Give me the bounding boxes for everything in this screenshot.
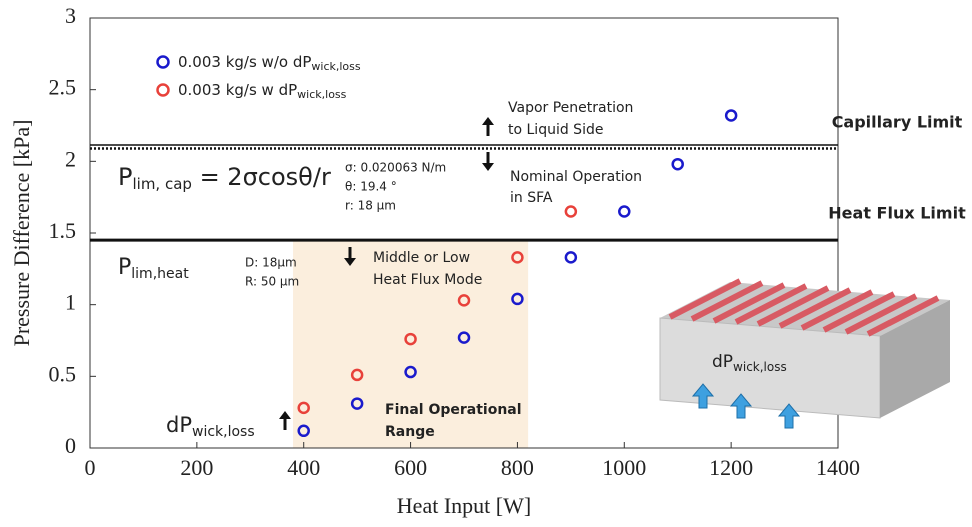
cap-equation: Plim, cap = 2σcosθ/r [118, 163, 331, 193]
annotation: to Liquid Side [508, 122, 603, 138]
arrow-head [279, 411, 291, 419]
param: θ: 19.4 ° [345, 180, 397, 194]
x-axis-title: Heat Input [W] [397, 493, 531, 518]
eq-main: P [118, 255, 131, 280]
y-tick-label: 1 [65, 290, 76, 315]
param: D: 18μm [245, 256, 297, 270]
legend-name-sub: wick,loss [311, 60, 360, 73]
eq-main: dP [166, 413, 192, 437]
eq-main: dP [712, 352, 733, 372]
region-label: Final Operational [385, 402, 522, 418]
reference-label: Capillary Limit [832, 113, 963, 132]
eq-rest: = 2σcosθ/r [192, 163, 331, 191]
annotation: in SFA [510, 190, 553, 206]
heat-equation: Plim,heat [118, 255, 189, 282]
x-tick-label: 600 [394, 455, 427, 480]
y-tick-label: 3 [65, 3, 76, 28]
legend-label: 0.003 kg/s w dPwick,loss [178, 81, 347, 102]
data-point [726, 110, 736, 120]
annotation: Heat Flux Mode [373, 272, 482, 288]
eq-main: P [118, 163, 132, 191]
eq-sub: wick,loss [733, 360, 787, 374]
y-tick-label: 1.5 [49, 218, 77, 243]
x-tick-label: 1400 [816, 455, 860, 480]
annotation: Vapor Penetration [508, 100, 633, 116]
legend-marker [158, 85, 169, 96]
arrow-head [482, 163, 494, 171]
data-point [566, 207, 576, 217]
y-tick-label: 0 [65, 433, 76, 458]
annotation: Middle or Low [373, 250, 470, 266]
x-tick-label: 1000 [602, 455, 646, 480]
legend-label: 0.003 kg/s w/o dPwick,loss [178, 53, 361, 74]
y-tick-label: 2 [65, 146, 76, 171]
data-point [673, 159, 683, 169]
param: σ: 0.020063 N/m [345, 161, 446, 175]
region-label: Range [385, 424, 435, 440]
data-point [566, 252, 576, 262]
y-axis-title: Pressure Difference [kPa] [9, 120, 34, 347]
data-point [619, 207, 629, 217]
x-tick-label: 0 [85, 455, 96, 480]
arrow-head [482, 117, 494, 125]
legend-name: 0.003 kg/s w/o dP [178, 53, 311, 71]
annotation: Nominal Operation [510, 169, 642, 185]
y-tick-label: 2.5 [49, 75, 77, 100]
legend-marker [158, 57, 169, 68]
x-tick-label: 200 [180, 455, 213, 480]
wick-illustration: dPwick,loss [660, 281, 950, 428]
reference-label: Heat Flux Limit [828, 204, 966, 223]
y-tick-label: 0.5 [49, 361, 77, 386]
x-tick-label: 400 [287, 455, 320, 480]
eq-sub: lim, cap [132, 175, 191, 193]
x-tick-label: 1200 [709, 455, 753, 480]
eq-sub: lim,heat [131, 266, 189, 282]
wick-label: dPwick,loss [166, 413, 255, 440]
x-tick-label: 800 [501, 455, 534, 480]
legend-name-sub: wick,loss [297, 88, 346, 101]
param: R: 50 μm [245, 275, 299, 289]
param: r: 18 μm [345, 199, 396, 213]
chart: Plim, cap = 2σcosθ/r σ: 0.020063 N/m θ: … [0, 0, 972, 527]
eq-sub: wick,loss [192, 424, 255, 440]
legend-name: 0.003 kg/s w dP [178, 81, 297, 99]
